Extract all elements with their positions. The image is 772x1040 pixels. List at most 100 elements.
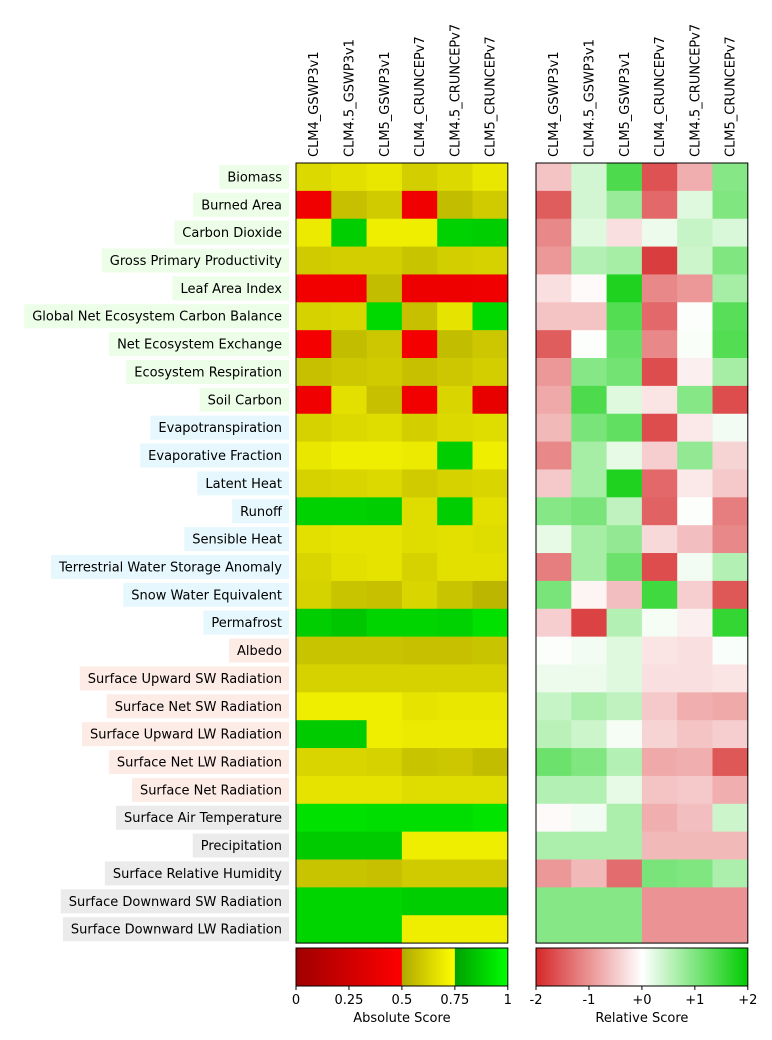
relative-score-cell (641, 608, 678, 638)
absolute-score-cell (296, 608, 332, 638)
absolute-score-cell (401, 413, 438, 442)
relative-score-cell (571, 441, 607, 470)
relative-score-cell (712, 330, 749, 359)
row-label-text: Surface Upward SW Radiation (88, 672, 282, 687)
absolute-score-cell (331, 692, 367, 721)
absolute-score-cell (331, 859, 367, 888)
row-label: Sensible Heat (184, 527, 289, 552)
absolute-score-colorbar-tick-label: 0.5 (392, 993, 413, 1008)
relative-score-cell (641, 580, 678, 610)
relative-score-cell (641, 441, 678, 470)
absolute-score-cell (331, 553, 367, 582)
absolute-score-cell (437, 441, 473, 470)
absolute-score-cell (472, 553, 509, 582)
absolute-score-cell (296, 413, 332, 442)
relative-score-cell (536, 302, 572, 331)
absolute-score-cell (401, 580, 438, 610)
row-labels: Biomass Burned Area Carbon Dioxide Gross Pr… (24, 164, 289, 942)
relative-score-cell (571, 692, 607, 721)
absolute-score-cell (401, 274, 438, 303)
relative-score-cell (536, 413, 572, 442)
relative-score-cell (712, 720, 749, 749)
row-label: Carbon Dioxide (174, 220, 289, 245)
relative-score-cell (641, 553, 678, 582)
absolute-score-cell (401, 664, 438, 693)
relative-score-cell (606, 803, 643, 833)
relative-score-cell (712, 859, 749, 888)
absolute-score-cell (437, 246, 473, 275)
absolute-score-cell (437, 692, 473, 721)
absolute-score-cell (331, 413, 367, 442)
relative-score-cell (712, 664, 749, 693)
absolute-score-cell (437, 497, 473, 526)
relative-score-cell (712, 163, 749, 192)
absolute-score-cell (401, 636, 438, 665)
row-label: Surface Net LW Radiation (108, 749, 289, 774)
relative-score-cell (677, 636, 713, 665)
row-label-background (140, 443, 289, 468)
relative-score-cell (571, 775, 607, 805)
absolute-score-cell (437, 831, 473, 860)
absolute-score-cell (331, 497, 367, 526)
relative-score-cell (606, 413, 643, 442)
relative-score-cell (677, 608, 713, 638)
row-label-background (104, 861, 289, 886)
absolute-score-cell (296, 358, 332, 387)
row-label-text: Carbon Dioxide (182, 226, 282, 241)
absolute-score-cell (472, 413, 509, 442)
absolute-score-cell (437, 859, 473, 888)
absolute-score-cell (472, 302, 509, 331)
row-label: Precipitation (192, 833, 289, 858)
row-label-text: Snow Water Equivalent (131, 588, 282, 603)
absolute-score-cell (472, 803, 509, 833)
relative-score-cell (571, 664, 607, 693)
relative-score-cell (571, 274, 607, 303)
row-label-background (219, 164, 289, 189)
relative-score-cell (677, 580, 713, 610)
absolute-score-cell (331, 163, 367, 192)
row-label-background (131, 777, 289, 802)
absolute-score-cell (437, 720, 473, 749)
relative-score-cell (677, 887, 713, 916)
absolute-score-cell (366, 636, 403, 665)
relative-score-cell (641, 859, 678, 888)
relative-score-cell (641, 302, 678, 331)
absolute-score-cell (472, 608, 509, 638)
relative-score-colorbar-band (536, 948, 749, 986)
absolute-score-cell (401, 553, 438, 582)
relative-score-cell (571, 748, 607, 777)
row-label: Soil Carbon (199, 387, 289, 412)
relative-score-cell (641, 915, 678, 944)
relative-score-cell (712, 887, 749, 916)
relative-score-cell (606, 580, 643, 610)
absolute-score-cell (437, 775, 473, 805)
absolute-score-cell (366, 915, 403, 944)
row-label-background (199, 387, 289, 412)
absolute-score-cell (331, 358, 367, 387)
absolute-score-cell (366, 163, 403, 192)
relative-score-cell (571, 218, 607, 247)
absolute-score-cell (296, 775, 332, 805)
absolute-score-cell (296, 163, 332, 192)
relative-score-cell (677, 859, 713, 888)
absolute-score-cell (401, 720, 438, 749)
relative-score-cell (712, 692, 749, 721)
absolute-score-cell (296, 915, 332, 944)
row-label: Surface Upward LW Radiation (81, 722, 289, 747)
absolute-score-cell (472, 163, 509, 192)
relative-score-cell (641, 163, 678, 192)
relative-score-cell (536, 163, 572, 192)
absolute-score-cell (437, 664, 473, 693)
row-label-background (62, 917, 289, 942)
absolute-score-cell (296, 525, 332, 554)
absolute-score-cell (366, 358, 403, 387)
absolute-score-cell (437, 525, 473, 554)
relative-score-cell (712, 803, 749, 833)
relative-score-cell (536, 553, 572, 582)
relative-score-cell (536, 608, 572, 638)
relative-score-cell (536, 441, 572, 470)
absolute-score-colorbar: 0 0.25 0.5 0.75 1 Absolute Score (292, 947, 512, 1026)
relative-score-cell (536, 748, 572, 777)
relative-score-cell (606, 330, 643, 359)
relative-score-cell (641, 636, 678, 665)
